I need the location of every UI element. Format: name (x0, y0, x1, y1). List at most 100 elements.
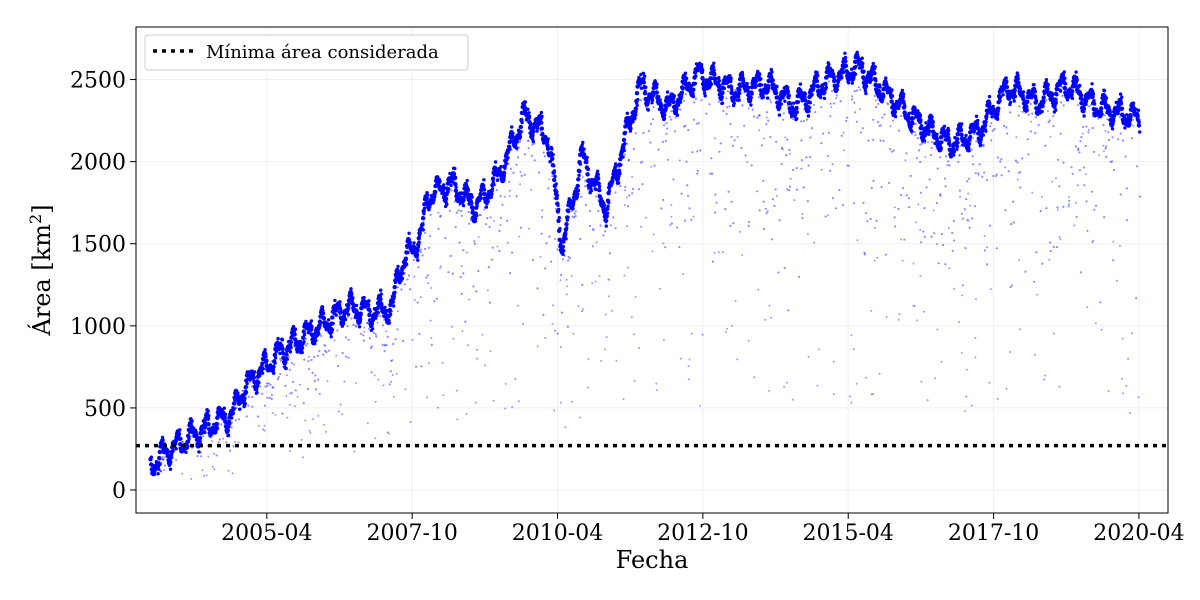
data-point (696, 172, 699, 175)
data-point (157, 455, 162, 461)
data-point (306, 387, 309, 391)
data-point (266, 382, 269, 385)
data-point (621, 137, 627, 143)
data-point (670, 110, 673, 113)
data-point (1062, 161, 1065, 164)
data-point (231, 401, 237, 406)
data-point (688, 358, 691, 361)
data-point (580, 310, 583, 313)
data-point (952, 153, 956, 157)
data-point (882, 94, 886, 99)
data-point (798, 82, 803, 86)
data-point (665, 132, 668, 135)
data-point (222, 406, 226, 410)
data-point (432, 194, 437, 199)
data-point (379, 292, 383, 296)
data-point (790, 114, 794, 119)
data-point (800, 139, 803, 142)
data-point (757, 72, 762, 76)
data-point (848, 395, 851, 398)
data-point (768, 304, 771, 307)
data-point (766, 89, 770, 93)
data-point (1012, 200, 1015, 203)
data-point (648, 129, 651, 132)
data-point (416, 236, 421, 241)
data-point (885, 316, 888, 319)
data-point (228, 449, 232, 452)
data-point (757, 114, 761, 117)
data-point (540, 216, 544, 219)
data-point (291, 391, 294, 394)
data-point (1099, 106, 1104, 111)
data-point (815, 70, 819, 75)
data-point (211, 465, 214, 468)
data-point (822, 132, 825, 135)
data-point (884, 253, 888, 256)
data-point (186, 444, 190, 448)
data-point (940, 233, 944, 236)
data-point (621, 155, 625, 159)
data-point (1121, 139, 1125, 142)
data-point (516, 156, 520, 159)
data-point (612, 183, 615, 186)
data-point (964, 247, 967, 250)
data-point (747, 107, 750, 110)
data-point (263, 424, 266, 427)
data-point (767, 119, 770, 122)
data-point (390, 380, 393, 383)
data-point (346, 325, 349, 328)
data-point (563, 254, 566, 257)
data-point (468, 298, 471, 301)
data-point (837, 77, 841, 81)
data-point (784, 136, 787, 139)
data-point (1100, 328, 1103, 331)
data-point (608, 295, 610, 298)
data-point (264, 385, 267, 388)
data-point (205, 474, 208, 477)
data-point (430, 287, 433, 289)
y-axis-label-sup: 2 (26, 214, 45, 224)
data-point (189, 435, 192, 438)
data-point (1005, 85, 1010, 89)
data-point (772, 82, 776, 87)
data-point (517, 400, 520, 403)
data-point (862, 69, 866, 74)
data-point (286, 416, 289, 419)
data-point (187, 437, 191, 441)
data-point (325, 351, 328, 354)
data-point (976, 131, 981, 136)
data-point (1056, 208, 1059, 211)
data-point (565, 226, 569, 230)
data-point (561, 258, 565, 261)
data-point (769, 101, 772, 104)
data-point (955, 147, 959, 151)
data-point (872, 138, 875, 141)
data-point (366, 322, 369, 325)
data-point (780, 146, 783, 149)
data-point (548, 235, 551, 238)
data-point (489, 350, 492, 353)
data-point (971, 155, 974, 158)
data-point (374, 400, 377, 403)
data-point (222, 437, 225, 440)
data-point (861, 61, 865, 66)
data-point (792, 118, 795, 121)
data-point (838, 189, 841, 192)
data-point (178, 428, 182, 432)
data-point (508, 147, 512, 151)
data-point (906, 116, 911, 122)
data-point (469, 201, 474, 206)
data-point (576, 190, 579, 193)
data-point (846, 164, 849, 167)
data-point (1112, 169, 1116, 172)
data-point (634, 110, 638, 114)
data-point (722, 91, 726, 94)
data-point (960, 212, 964, 215)
data-point (749, 103, 753, 107)
data-point (558, 227, 562, 231)
data-point (904, 159, 907, 162)
data-point (692, 118, 696, 121)
data-point (484, 223, 488, 226)
data-point (908, 115, 911, 118)
data-point (1034, 353, 1037, 356)
